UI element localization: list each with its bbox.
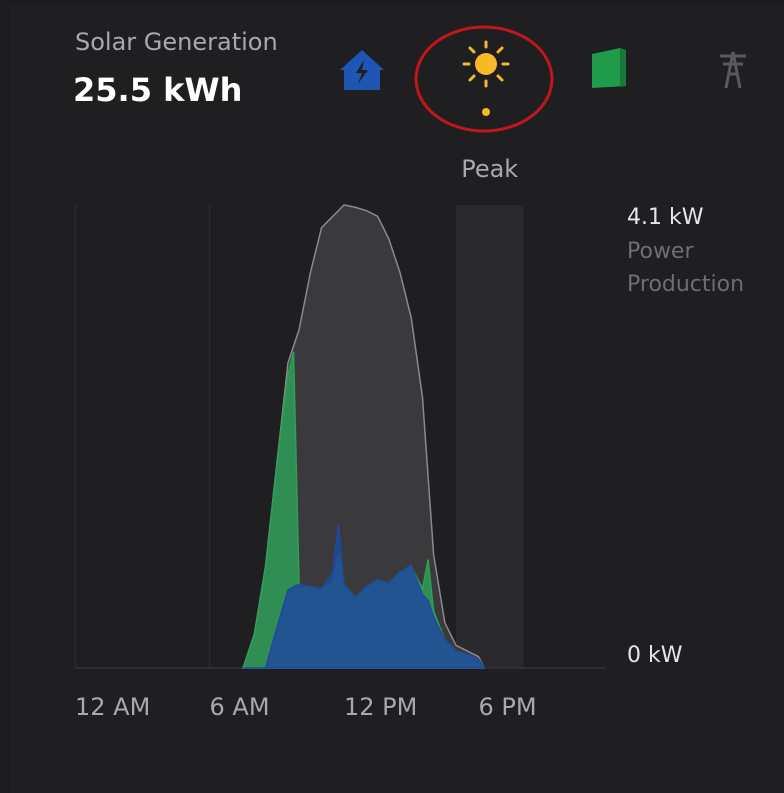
- x-tick-label: 6 AM: [210, 693, 270, 721]
- plot: Peak 12 AM 6 AM 12 PM 6 PM 4.1 kW 0 kW Power Pro…: [74, 155, 744, 721]
- y-tick-label: 0 kW: [627, 643, 683, 668]
- peak-label: Peak: [461, 155, 518, 183]
- x-tick-label: 12 AM: [75, 693, 150, 721]
- area: [242, 204, 486, 669]
- area: [243, 524, 486, 669]
- x-tick-label: 12 PM: [344, 693, 417, 721]
- grid-icon[interactable]: [720, 51, 746, 89]
- y-axis-label: Power: [627, 239, 694, 264]
- x-tick-label: 6 PM: [479, 693, 537, 721]
- peak-band: [456, 205, 524, 668]
- home-icon[interactable]: [340, 50, 384, 90]
- y-axis-label: Production: [627, 272, 744, 297]
- header-value: 25.5 kWh: [73, 71, 242, 109]
- header-title: Solar Generation: [75, 28, 278, 56]
- battery-icon[interactable]: [592, 48, 626, 88]
- y-tick-label: 4.1 kW: [627, 205, 704, 230]
- solar-icon[interactable]: [414, 25, 554, 133]
